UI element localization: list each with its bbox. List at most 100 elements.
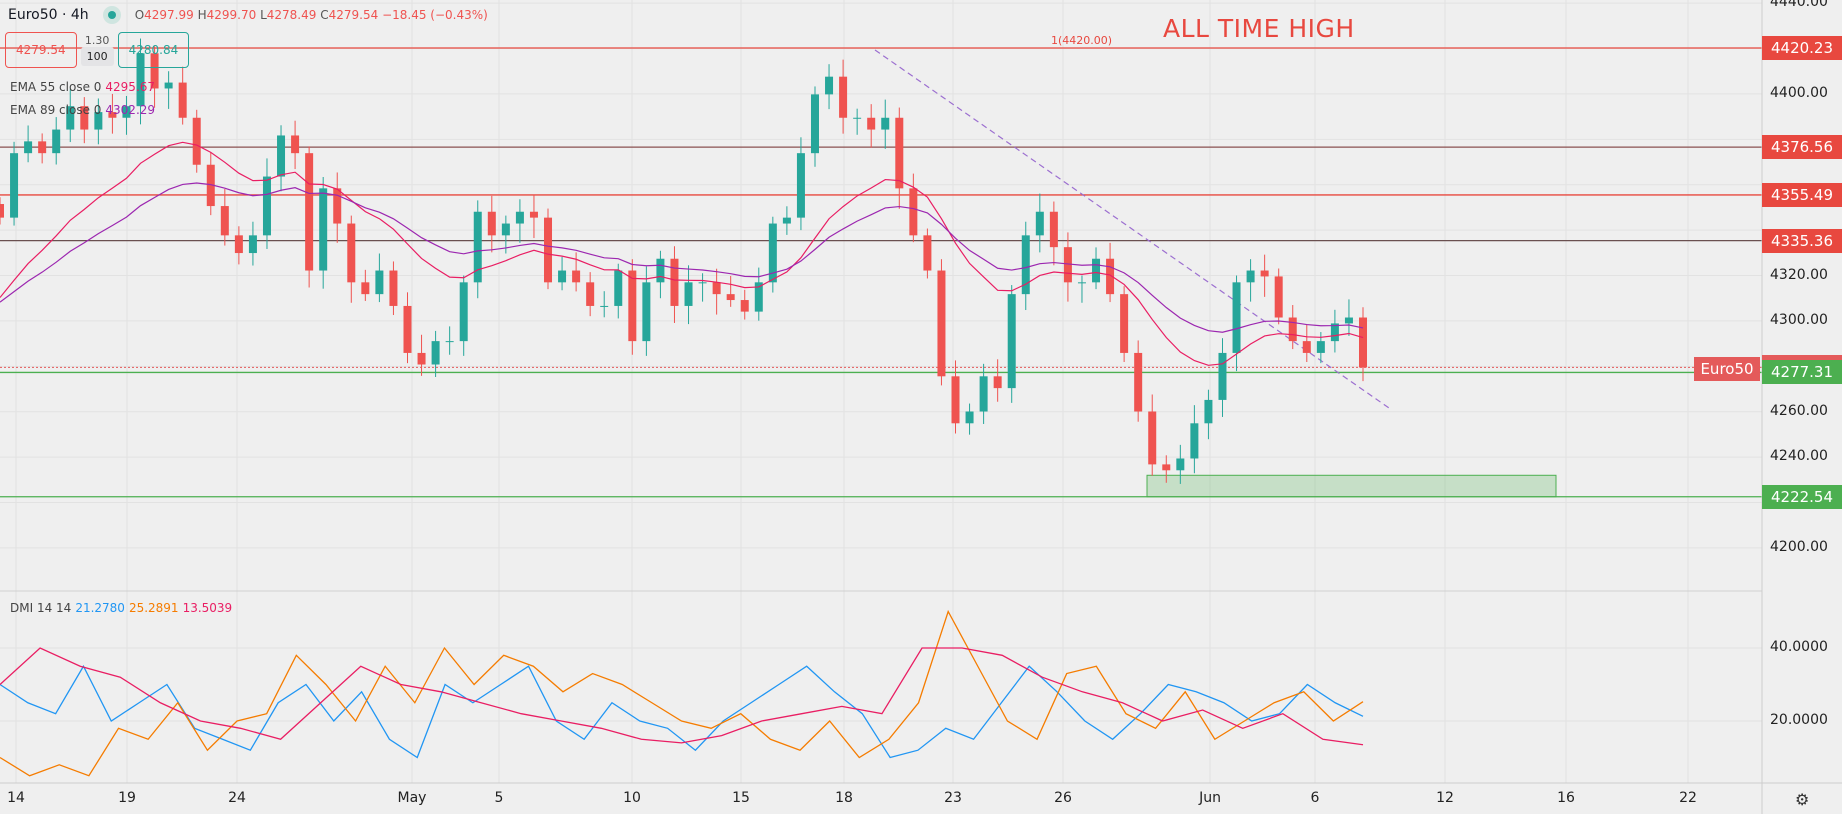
candle-body (487, 211, 496, 236)
candle (136, 38, 145, 125)
candle-body (389, 270, 398, 306)
candle-body (923, 235, 932, 271)
candle (1162, 455, 1171, 483)
candle (1288, 305, 1297, 350)
candle-body (839, 76, 848, 118)
ema89-line[interactable] (0, 182, 1364, 333)
candle-body (965, 411, 974, 424)
support-zone[interactable] (1146, 474, 1557, 498)
candle (24, 125, 33, 163)
candle-body (52, 129, 61, 154)
candle (909, 173, 918, 243)
candle-body (515, 211, 524, 224)
trendline[interactable] (874, 49, 1390, 409)
time-tick: 15 (732, 790, 750, 806)
ema55-legend[interactable]: EMA 55 close 0 4295.67 (10, 80, 156, 94)
candle-body (558, 270, 567, 283)
candle-body (1049, 211, 1058, 248)
candle (614, 263, 623, 319)
candle (1359, 307, 1367, 382)
candle (544, 208, 553, 290)
candle (375, 253, 384, 303)
ohlc-values: O4297.99 H4299.70 L4278.49 C4279.54 −18.… (134, 8, 488, 22)
candle (740, 289, 749, 320)
candle-body (951, 376, 960, 424)
candle-body (277, 135, 286, 177)
candle (1274, 268, 1283, 325)
time-tick: 5 (494, 790, 504, 806)
candle-body (361, 282, 370, 295)
adx-line[interactable] (0, 647, 1364, 746)
candle-body (10, 153, 19, 218)
candle (389, 261, 398, 316)
ema89-legend[interactable]: EMA 89 close 0 4302.29 (10, 103, 156, 117)
candle-body (909, 188, 918, 236)
candle-body (375, 270, 384, 295)
candle-body (853, 117, 862, 119)
candle (487, 195, 496, 253)
time-tick: 26 (1054, 790, 1072, 806)
candle (10, 141, 19, 226)
candle (600, 291, 609, 318)
candle-body (698, 282, 707, 284)
candle-body (1344, 317, 1353, 324)
candle (1120, 286, 1129, 363)
candle-body (1007, 294, 1016, 389)
price-tick: 4400.00 (1770, 84, 1828, 101)
symbol-price-tag: Euro50 (1694, 357, 1760, 381)
time-tick: Jun (1199, 790, 1221, 806)
candle-body (1246, 270, 1255, 283)
candle-body (136, 53, 145, 107)
candle-body (347, 223, 356, 283)
candle-body (501, 223, 510, 236)
minus-di-line[interactable] (0, 609, 1364, 777)
plus-di-line[interactable] (0, 664, 1364, 759)
candle-body (1260, 270, 1269, 277)
price-tick: 4260.00 (1770, 402, 1828, 419)
candle (1049, 201, 1058, 266)
price-label: 4420.23 (1762, 36, 1842, 60)
dmi-lines (0, 609, 1364, 777)
candle (684, 265, 693, 325)
price-label: 4222.54 (1762, 484, 1842, 509)
ema-lines (0, 141, 1364, 366)
candle (262, 158, 271, 249)
all-time-high-label[interactable]: ALL TIME HIGH (1163, 14, 1355, 43)
symbol-title[interactable]: Euro50 · 4h (8, 7, 89, 23)
candle-body (1092, 258, 1101, 283)
candle (642, 266, 651, 356)
time-tick: May (397, 790, 427, 806)
candle (319, 177, 328, 289)
candle-body (1204, 399, 1213, 424)
candle-body (24, 141, 33, 154)
candle (1148, 394, 1157, 476)
price-tick: 4320.00 (1770, 266, 1828, 283)
settings-gear-icon[interactable]: ⚙ (1795, 790, 1810, 809)
candle-body (431, 341, 440, 365)
candle-body (572, 270, 581, 283)
dmi-legend[interactable]: DMI 14 14 21.2780 25.2891 13.5039 (10, 601, 233, 615)
candle-body (0, 204, 4, 218)
candle (726, 275, 735, 307)
horizontal-levels[interactable] (0, 47, 1762, 498)
buy-button[interactable]: 4280.84 (117, 32, 190, 68)
candles (0, 38, 1367, 484)
quantity-input[interactable]: 100 (80, 47, 114, 66)
candle (94, 98, 103, 145)
ema55-line[interactable] (0, 141, 1364, 366)
candle-body (740, 300, 749, 312)
time-tick: 19 (118, 790, 136, 806)
candle-body (628, 270, 637, 342)
price-label: 4355.49 (1762, 182, 1842, 207)
candle (1063, 232, 1072, 302)
candle-body (206, 164, 215, 207)
candle (993, 359, 1002, 402)
candle-body (1134, 352, 1143, 412)
candle (712, 268, 721, 315)
candle (459, 275, 468, 356)
candle (0, 197, 4, 225)
sell-button[interactable]: 4279.54 (5, 32, 77, 68)
candle (333, 172, 342, 243)
candle-body (1190, 423, 1199, 459)
